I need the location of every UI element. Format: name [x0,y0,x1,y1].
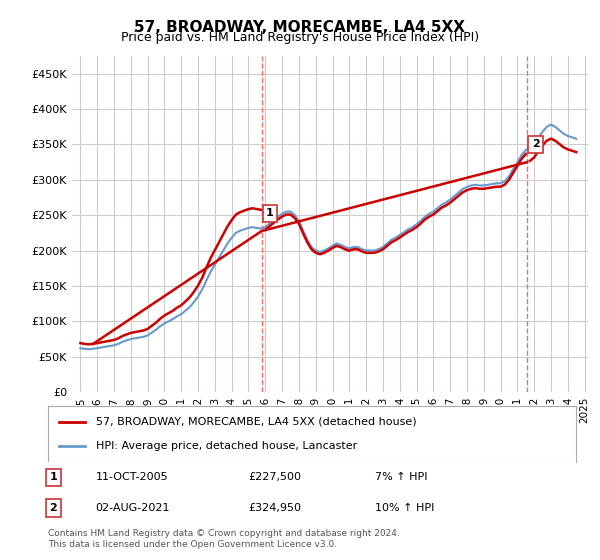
Text: Contains HM Land Registry data © Crown copyright and database right 2024.
This d: Contains HM Land Registry data © Crown c… [48,529,400,549]
Text: 02-AUG-2021: 02-AUG-2021 [95,503,170,513]
Text: 2: 2 [49,503,57,513]
Text: 57, BROADWAY, MORECAMBE, LA4 5XX: 57, BROADWAY, MORECAMBE, LA4 5XX [134,20,466,35]
Text: 7% ↑ HPI: 7% ↑ HPI [376,473,428,482]
Text: HPI: Average price, detached house, Lancaster: HPI: Average price, detached house, Lanc… [95,441,357,451]
Text: Price paid vs. HM Land Registry's House Price Index (HPI): Price paid vs. HM Land Registry's House … [121,31,479,44]
Text: £324,950: £324,950 [248,503,302,513]
Text: 2: 2 [532,139,539,150]
Text: 57, BROADWAY, MORECAMBE, LA4 5XX (detached house): 57, BROADWAY, MORECAMBE, LA4 5XX (detach… [95,417,416,427]
Text: £227,500: £227,500 [248,473,302,482]
Text: 11-OCT-2005: 11-OCT-2005 [95,473,168,482]
Text: 1: 1 [49,473,57,482]
Text: 10% ↑ HPI: 10% ↑ HPI [376,503,435,513]
Text: 1: 1 [266,208,274,218]
